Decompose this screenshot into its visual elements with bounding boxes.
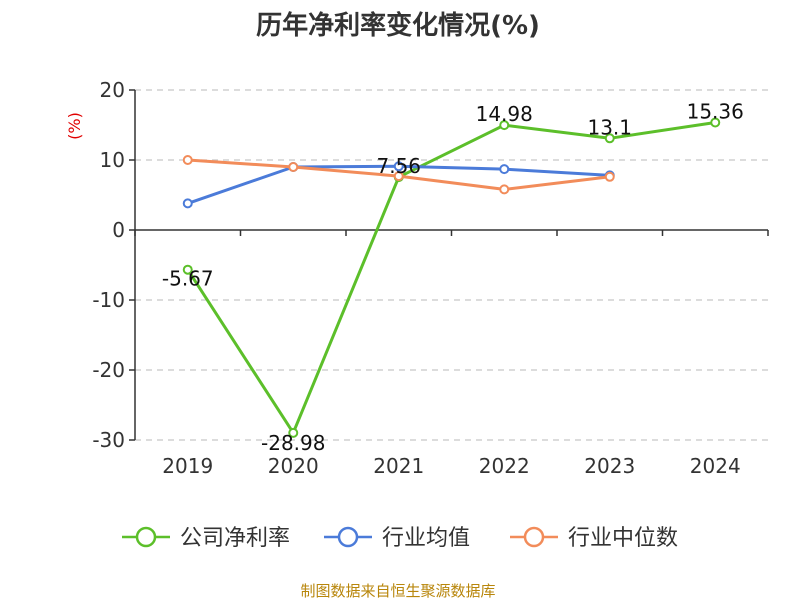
legend[interactable]: 公司净利率 行业均值 行业中位数 [122, 526, 678, 551]
data-label: 15.36 [687, 99, 744, 123]
data-point [604, 171, 615, 182]
y-tick-label: 20 [100, 78, 125, 102]
data-point [288, 427, 299, 438]
data-point [182, 198, 193, 209]
data-point [393, 161, 404, 172]
axes: -30 -20 -10 0 10 20 2019 2020 2021 2022 2023 2024 [92, 78, 769, 478]
y-tick-label: 0 [112, 218, 125, 242]
x-tick-label: 2021 [373, 454, 424, 478]
data-labels: -5.67 -28.98 7.56 14.98 13.1 15.36 [162, 99, 744, 454]
legend-item[interactable]: 行业均值 [324, 526, 470, 551]
x-tick-label: 2024 [690, 454, 741, 478]
x-tick-label: 2020 [268, 454, 319, 478]
legend-item[interactable]: 行业中位数 [510, 526, 678, 551]
data-point [499, 164, 510, 175]
x-tick-label: 2019 [162, 454, 213, 478]
data-label: 14.98 [476, 102, 533, 126]
legend-label: 公司净利率 [180, 526, 290, 551]
series-line [186, 120, 716, 435]
data-point [604, 133, 615, 144]
y-tick-label: -10 [92, 288, 125, 312]
x-tick-label: 2023 [584, 454, 635, 478]
y-tick-label: -20 [92, 358, 125, 382]
data-point [182, 264, 193, 275]
data-label: -5.67 [162, 267, 214, 291]
data-point [499, 120, 510, 131]
legend-item[interactable]: 公司净利率 [122, 526, 290, 551]
source-note: 制图数据来自恒生聚源数据库 [300, 582, 495, 600]
data-point [499, 184, 510, 195]
data-label: -28.98 [261, 431, 325, 455]
grid-lines [135, 89, 768, 441]
x-tick-label: 2022 [479, 454, 530, 478]
legend-label: 行业均值 [382, 526, 470, 551]
data-point [182, 155, 193, 165]
chart-title: 历年净利率变化情况(%) [256, 10, 540, 41]
data-label: 7.56 [376, 154, 421, 178]
y-tick-label: -30 [92, 428, 125, 452]
legend-marker [523, 526, 545, 548]
data-point [710, 117, 721, 128]
data-point [393, 171, 404, 182]
legend-label: 行业中位数 [568, 526, 678, 551]
legend-marker [135, 526, 157, 548]
y-tick-label: 10 [100, 148, 125, 172]
legend-marker [337, 526, 359, 548]
data-label: 13.1 [587, 115, 632, 139]
data-point [288, 162, 299, 172]
y-axis-label: (%) [65, 112, 84, 140]
series-lines [182, 117, 721, 438]
